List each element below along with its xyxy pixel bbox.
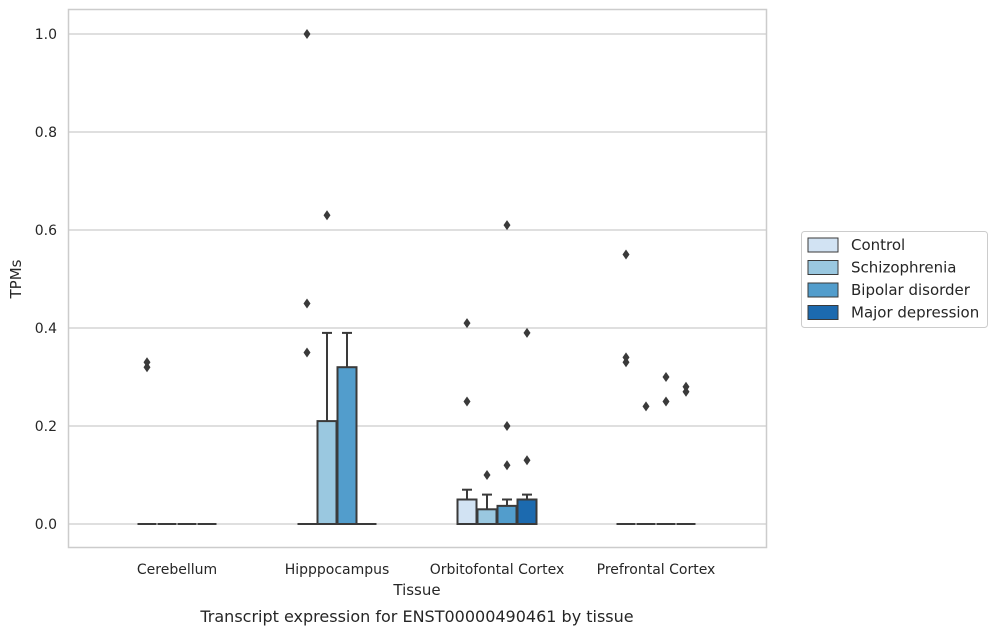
y-tick-label: 1.0 — [35, 27, 57, 43]
outlier-point — [662, 372, 670, 382]
legend-swatch — [807, 260, 839, 275]
gridlines — [69, 33, 766, 525]
x-tick-label: Orbitofontal Cortex — [430, 562, 565, 578]
box-body — [476, 508, 498, 525]
y-tick-label: 0.8 — [35, 125, 57, 141]
box-schizophrenia — [316, 210, 338, 526]
outlier-point — [503, 220, 511, 231]
outlier-point — [622, 352, 630, 363]
outlier-point — [463, 318, 471, 329]
outlier-point — [662, 396, 670, 407]
x-axis-label: Tissue — [392, 581, 440, 599]
outlier-point — [503, 421, 511, 431]
outlier-point — [642, 401, 650, 412]
y-axis-ticks: 0.0 0.2 0.4 0.6 0.8 1.0 — [35, 27, 57, 533]
legend-frame — [801, 231, 988, 328]
box-body — [496, 504, 518, 525]
y-tick-label: 0.0 — [35, 517, 57, 533]
outlier-point — [323, 210, 331, 221]
legend-swatch — [807, 305, 839, 320]
outlier-point — [483, 470, 491, 480]
box-schizophrenia — [476, 470, 498, 525]
box-control — [137, 357, 157, 525]
chart-caption: Transcript expression for ENST0000049046… — [199, 607, 633, 626]
plot-frame — [67, 8, 768, 549]
outlier-point — [503, 460, 511, 471]
y-tick-label: 0.6 — [35, 223, 57, 239]
outlier-point — [143, 357, 151, 368]
legend-swatch — [807, 282, 839, 298]
y-tick-label: 0.2 — [35, 419, 57, 435]
x-tick-label: Hipppocampus — [285, 562, 390, 578]
box-body — [336, 366, 358, 526]
box-bipolar-disorder — [336, 331, 358, 526]
y-tick-label: 0.4 — [35, 321, 57, 337]
x-tick-label: Cerebellum — [137, 562, 217, 578]
box-bipolar-disorder — [656, 372, 676, 525]
legend-label: Major depression — [851, 304, 979, 322]
outlier-point — [682, 381, 690, 392]
y-axis-label: TPMs — [7, 259, 25, 299]
box-major-depression — [676, 381, 696, 525]
box-control — [297, 29, 317, 525]
box-body — [456, 498, 478, 525]
outlier-point — [622, 249, 630, 260]
outlier-point — [523, 327, 531, 338]
legend-swatch — [807, 237, 839, 253]
outlier-point — [523, 455, 531, 466]
box-major-depression — [516, 327, 538, 525]
box-body — [316, 420, 338, 526]
x-axis-ticks: Cerebellum Hipppocampus Orbitofontal Corte… — [137, 562, 715, 578]
box-control — [456, 318, 478, 525]
outlier-point — [303, 29, 311, 39]
legend: Control Schizophrenia Bipolar disorder Majo… — [801, 231, 988, 328]
legend-label: Bipolar disorder — [851, 281, 971, 299]
box-body — [516, 498, 538, 525]
outlier-point — [303, 347, 311, 358]
x-tick-label: Prefrontal Cortex — [597, 562, 716, 578]
box-bipolar-disorder — [496, 220, 518, 525]
box-control — [616, 249, 636, 525]
box-marks — [137, 29, 696, 526]
outlier-point — [463, 396, 471, 407]
legend-label: Control — [851, 236, 905, 254]
outlier-point — [303, 298, 311, 309]
legend-label: Schizophrenia — [851, 259, 956, 277]
box-schizophrenia — [636, 401, 656, 525]
